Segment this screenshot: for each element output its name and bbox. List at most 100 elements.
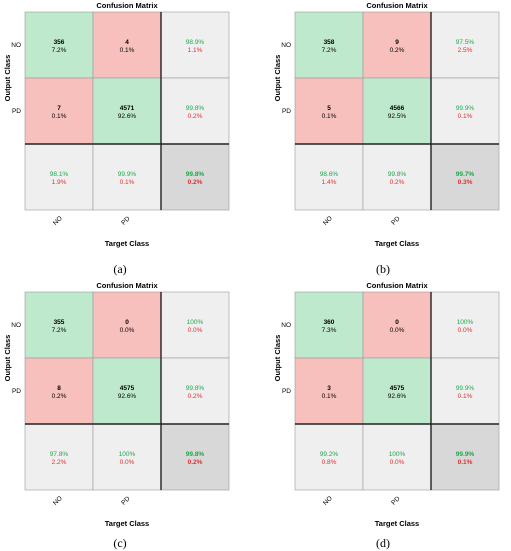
row-summary-correct: 99.9% (456, 385, 475, 392)
overall-error: 0.3% (458, 179, 473, 186)
matrix-cell (24, 291, 94, 359)
col-summary-error: 0.2% (390, 179, 405, 186)
matrix-cell (24, 423, 94, 491)
row-summary-error: 1.1% (188, 47, 203, 54)
cell-percent: 92.5% (388, 113, 407, 120)
confusion-matrix-panel-1: Confusion Matrix3567.2%40.1%70.1%457192.… (3, 1, 230, 248)
x-tick-label: PD (390, 495, 402, 507)
cell-count: 8 (57, 385, 61, 392)
cell-count: 4575 (390, 385, 405, 392)
x-tick-label: NO (52, 495, 64, 507)
col-summary-error: 2.2% (52, 459, 67, 466)
matrix-cell (92, 11, 162, 79)
matrix-cell (160, 423, 230, 491)
y-tick-label: PD (282, 388, 291, 395)
chart-title: Confusion Matrix (96, 281, 158, 290)
cell-count: 356 (54, 39, 65, 46)
matrix-cell (430, 291, 500, 359)
row-summary-correct: 100% (187, 319, 204, 326)
row-summary-correct: 99.8% (186, 105, 205, 112)
matrix-cell (362, 143, 432, 211)
col-summary-correct: 100% (389, 451, 406, 458)
matrix-cell (362, 77, 432, 145)
matrix-cell (92, 423, 162, 491)
col-summary-correct: 99.9% (118, 171, 137, 178)
cell-percent: 92.6% (118, 113, 137, 120)
x-tick-label: NO (322, 495, 334, 507)
confusion-matrix-panel-3: Confusion Matrix3557.2%00.0%80.2%457592.… (3, 281, 230, 528)
row-summary-correct: 97.5% (456, 39, 475, 46)
chart-title: Confusion Matrix (96, 1, 158, 10)
row-summary-error: 0.2% (188, 113, 203, 120)
cell-percent: 0.1% (322, 393, 337, 400)
cell-count: 7 (57, 105, 61, 112)
col-summary-error: 1.9% (52, 179, 67, 186)
cell-count: 3 (327, 385, 331, 392)
cell-percent: 0.2% (390, 47, 405, 54)
x-axis-label: Target Class (375, 239, 419, 248)
x-axis-label: Target Class (375, 519, 419, 528)
col-summary-error: 0.1% (120, 179, 135, 186)
cell-count: 4575 (120, 385, 135, 392)
matrix-cell (160, 357, 230, 425)
col-summary-correct: 97.8% (50, 451, 69, 458)
cell-percent: 7.3% (322, 327, 337, 334)
matrix-cell (92, 357, 162, 425)
cell-count: 9 (395, 39, 399, 46)
cell-percent: 0.2% (52, 393, 67, 400)
row-summary-correct: 98.9% (186, 39, 205, 46)
matrix-cell (92, 143, 162, 211)
cell-count: 0 (125, 319, 129, 326)
matrix-cell (294, 357, 364, 425)
matrix-cell (92, 77, 162, 145)
col-summary-correct: 98.1% (50, 171, 69, 178)
row-summary-correct: 99.9% (456, 105, 475, 112)
x-axis-label: Target Class (105, 519, 149, 528)
matrix-cell (24, 11, 94, 79)
y-tick-label: NO (11, 322, 21, 329)
overall-accuracy: 99.9% (456, 451, 475, 458)
row-summary-error: 0.0% (458, 327, 473, 334)
y-tick-label: NO (281, 322, 291, 329)
col-summary-error: 0.0% (390, 459, 405, 466)
matrix-cell (430, 11, 500, 79)
cell-percent: 7.2% (322, 47, 337, 54)
cell-count: 360 (324, 319, 335, 326)
cell-count: 5 (327, 105, 331, 112)
matrix-cell (24, 143, 94, 211)
row-summary-correct: 100% (457, 319, 474, 326)
col-summary-error: 1.4% (322, 179, 337, 186)
col-summary-correct: 99.2% (320, 451, 339, 458)
matrix-cell (362, 357, 432, 425)
row-summary-error: 2.5% (458, 47, 473, 54)
matrix-cell (430, 77, 500, 145)
y-tick-label: NO (11, 42, 21, 49)
row-summary-error: 0.1% (458, 393, 473, 400)
confusion-matrix-panel-4: Confusion Matrix3607.3%00.0%30.1%457592.… (273, 281, 500, 528)
col-summary-correct: 98.6% (320, 171, 339, 178)
matrix-cell (294, 423, 364, 491)
y-tick-label: PD (282, 108, 291, 115)
cell-count: 4 (125, 39, 129, 46)
panel-label-b: (b) (376, 262, 390, 276)
chart-title: Confusion Matrix (366, 1, 428, 10)
col-summary-correct: 100% (119, 451, 136, 458)
panel-label-d: (d) (376, 536, 390, 550)
overall-error: 0.1% (458, 459, 473, 466)
x-tick-label: PD (120, 495, 132, 507)
matrix-cell (430, 143, 500, 211)
row-summary-error: 0.0% (188, 327, 203, 334)
matrix-cell (24, 357, 94, 425)
y-axis-label: Output Class (273, 335, 282, 382)
cell-percent: 0.0% (390, 327, 405, 334)
cell-percent: 7.2% (52, 327, 67, 334)
x-tick-label: PD (390, 215, 402, 227)
matrix-cell (160, 77, 230, 145)
matrix-cell (294, 77, 364, 145)
matrix-cell (160, 11, 230, 79)
cell-count: 358 (324, 39, 335, 46)
overall-accuracy: 99.7% (456, 171, 475, 178)
matrix-cell (92, 291, 162, 359)
panel-label-a: (a) (113, 262, 127, 276)
